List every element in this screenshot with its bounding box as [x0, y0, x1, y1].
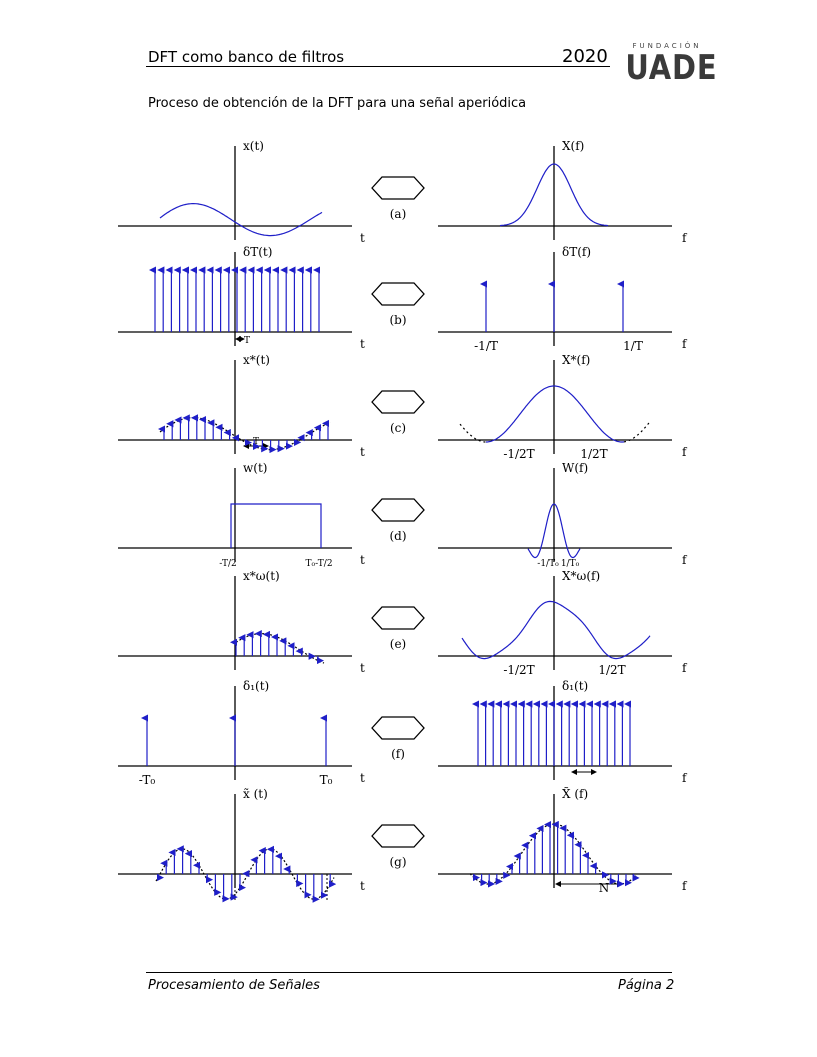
row0-right-axis-label: f: [682, 231, 688, 245]
row2-left-axis-label: t: [360, 445, 365, 459]
row1-right-tick-neg: -1/T: [474, 339, 498, 353]
row3-transform-hexagon: [371, 498, 425, 522]
row1-left-tick: T: [244, 336, 250, 346]
row6-left-envelope: [155, 848, 335, 900]
row3-right-label: W(f): [562, 461, 588, 475]
row2-right-axis-label: f: [682, 445, 688, 459]
row5-right-axis-label: f: [682, 771, 688, 785]
row6-transform-hexagon: [371, 824, 425, 848]
row1-transform-hexagon: [371, 282, 425, 306]
row1-left-axis-label: t: [360, 337, 365, 351]
row1-right-axis-label: f: [682, 337, 688, 351]
header-title: DFT como banco de filtros: [148, 48, 345, 66]
row4-transform-hexagon: [371, 606, 425, 630]
row4-right-label: X*ω(f): [562, 569, 600, 583]
row2-right-tick-neg: -1/2T: [503, 447, 534, 461]
row4-right-tick-pos: 1/2T: [598, 663, 625, 677]
row1-right-tick-pos: 1/T: [623, 339, 643, 353]
row0-left-label: x(t): [243, 139, 264, 153]
row2-right-tick-pos: 1/2T: [580, 447, 607, 461]
row2-right-spectrum: [486, 385, 625, 443]
section-title: Proceso de obtención de la DFT para una …: [148, 96, 527, 111]
row5-left-axis-label: t: [360, 771, 365, 785]
header-year: 2020: [562, 46, 608, 67]
row3-right-tick-neg: -1/T₀: [537, 559, 559, 569]
row2-right-alias-left: [459, 423, 486, 443]
row5-left-tick-pos: T₀: [320, 773, 333, 787]
row4-right-tick-neg: -1/2T: [503, 663, 534, 677]
row5-caption: (f): [391, 747, 405, 761]
row1-left-label: δT(t): [243, 245, 272, 259]
row5-left-label: δ₁(t): [243, 679, 269, 693]
row3-left-label: w(t): [243, 461, 267, 475]
stems-layer: [141, 266, 640, 903]
row0-right-spectrum: [499, 163, 609, 227]
row6-right-tick: N: [599, 881, 610, 895]
row3-left-axis-label: t: [360, 553, 365, 567]
row6-left-label: x̃ (t): [243, 787, 268, 801]
row3-left-tick-start: -T/2: [219, 559, 236, 569]
row3-left-tick-end: T₀-T/2: [305, 559, 332, 569]
row4-left-envelope: [235, 633, 325, 664]
row2-caption: (c): [390, 421, 406, 435]
axes-layer: [118, 146, 672, 900]
row6-left-axis-label: t: [360, 879, 365, 893]
footer-course: Procesamiento de Señales: [148, 978, 320, 993]
row2-left-label: x*(t): [243, 353, 270, 367]
row0-caption: (a): [390, 207, 407, 221]
row2-right-alias-right: [623, 421, 651, 443]
logo-wordmark: UADE: [625, 48, 718, 88]
row5-right-label: δ₁(t): [562, 679, 588, 693]
row1-caption: (b): [389, 313, 406, 327]
row2-right-label: X*(f): [562, 353, 590, 367]
footer-page-number: Página 2: [618, 978, 675, 993]
header-rule: [146, 66, 610, 67]
row3-right-tick-pos: 1/T₀: [561, 559, 580, 569]
row4-caption: (e): [390, 637, 406, 651]
footer-rule: [146, 972, 672, 973]
row0-left-signal: [159, 203, 323, 237]
row1-right-label: δT(f): [562, 245, 591, 259]
row2-transform-hexagon: [371, 390, 425, 414]
row4-left-label: x*ω(t): [243, 569, 280, 583]
row3-right-axis-label: f: [682, 553, 688, 567]
logo-foundation-text: FUNDACIÓN: [632, 42, 702, 50]
row0-left-axis-label: t: [360, 231, 365, 245]
row0-transform-hexagon: [371, 176, 425, 200]
transform-pair-symbols: [371, 176, 425, 848]
labels-layer: (a) x(t) X(f) t f (b) δT(t) δT(f) t f (c) x*(t) X*(f…: [139, 139, 688, 895]
row5-transform-hexagon: [371, 716, 425, 740]
row4-left-axis-label: t: [360, 661, 365, 675]
row3-caption: (d): [389, 529, 406, 543]
row6-caption: (g): [389, 855, 406, 869]
uade-logo: FUNDACIÓN UADE: [618, 42, 718, 88]
row0-right-label: X(f): [562, 139, 584, 153]
row5-left-tick-neg: -T₀: [139, 773, 156, 787]
row3-left-window: [230, 503, 322, 548]
row4-right-axis-label: f: [682, 661, 688, 675]
row6-right-label: X̃ (f): [562, 786, 588, 801]
row2-left-tick: T: [253, 437, 259, 447]
row4-right-spectrum: [461, 600, 651, 660]
row3-right-sinc: [527, 503, 581, 559]
row2-left-envelope: [159, 417, 331, 451]
row6-right-axis-label: f: [682, 879, 688, 893]
